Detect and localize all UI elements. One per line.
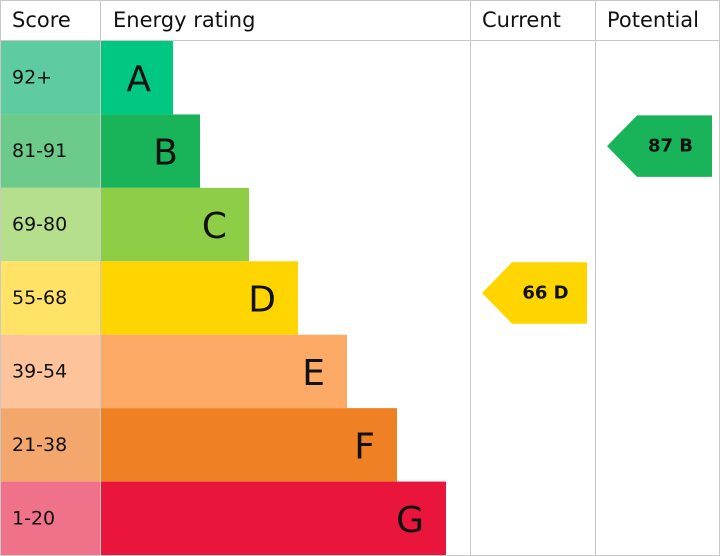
rating-bar — [101, 481, 446, 555]
potential-arrow — [607, 115, 712, 177]
rating-letter: E — [302, 353, 325, 394]
score-cell — [1, 114, 100, 188]
score-cell — [1, 261, 100, 335]
header-rating: Energy rating — [113, 8, 255, 32]
score-cell — [1, 334, 100, 409]
rating-bar — [101, 261, 298, 335]
rating-bar — [101, 334, 347, 409]
current-label: 66 D — [522, 283, 568, 304]
score-range: 1-20 — [12, 507, 55, 529]
score-range: 81-91 — [12, 140, 67, 162]
score-cell — [1, 187, 100, 262]
header-score: Score — [12, 8, 71, 32]
rating-letter: A — [126, 59, 151, 100]
header-potential: Potential — [607, 8, 699, 32]
rating-letter: B — [153, 133, 178, 174]
score-range: 21-38 — [12, 434, 67, 456]
score-range: 69-80 — [12, 214, 67, 236]
rating-bar — [101, 41, 173, 115]
score-cell — [1, 41, 100, 115]
score-range: 92+ — [12, 67, 52, 89]
rating-bar — [101, 114, 200, 188]
current-arrow — [482, 262, 587, 324]
rating-letter: D — [248, 280, 276, 321]
rating-bar — [101, 408, 397, 482]
score-range: 39-54 — [12, 360, 67, 382]
rating-letter: C — [202, 206, 227, 247]
rating-letter: G — [396, 500, 424, 541]
header-current: Current — [482, 8, 561, 32]
score-cell — [1, 481, 100, 555]
score-cell — [1, 408, 100, 482]
score-range: 55-68 — [12, 287, 67, 309]
rating-letter: F — [354, 426, 375, 467]
potential-label: 87 B — [648, 136, 693, 157]
rating-bar — [101, 187, 249, 262]
